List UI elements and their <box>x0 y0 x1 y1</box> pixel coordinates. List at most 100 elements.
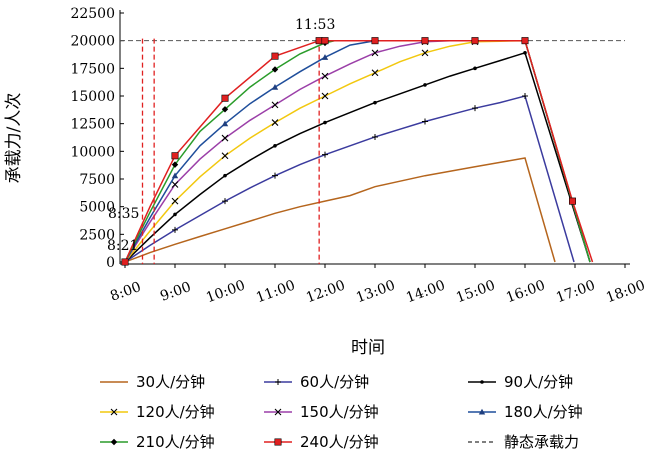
series-line <box>124 39 591 263</box>
series-1 <box>124 157 556 263</box>
x-tick-label: 9:00 <box>158 279 193 305</box>
annotation-layer: 8:21 8:35 11:53 <box>107 17 335 264</box>
legend-label: 120人/分钟 <box>136 403 215 421</box>
x-tick-label: 17:00 <box>554 277 597 306</box>
data-point <box>373 100 377 105</box>
x-tick-label: 15:00 <box>454 277 497 306</box>
legend-item: 120人/分钟 <box>100 403 215 421</box>
data-point <box>371 69 379 77</box>
series-layer <box>121 37 594 266</box>
y-tick-label: 10000 <box>70 144 115 160</box>
legend-item: 静态承载力 <box>468 433 579 451</box>
data-point <box>321 54 329 60</box>
legend-label: 90人/分钟 <box>504 373 573 391</box>
data-point <box>223 173 227 178</box>
data-point <box>568 197 576 205</box>
x-tick-label: 16:00 <box>504 277 547 306</box>
x-tick-label: 14:00 <box>404 277 447 306</box>
data-point <box>171 181 179 188</box>
data-point <box>422 118 428 125</box>
data-point <box>472 105 478 112</box>
y-tick-label: 17500 <box>70 61 115 77</box>
data-point <box>371 49 379 57</box>
data-point <box>271 83 279 90</box>
data-point <box>171 197 179 205</box>
data-point <box>222 198 228 205</box>
data-point <box>471 37 479 45</box>
data-point <box>221 152 229 160</box>
series-line <box>124 51 591 263</box>
data-point <box>523 51 527 55</box>
axes: 0 2500 5000 7500 10000 12500 15000 17500 20000 22… <box>70 6 647 306</box>
data-point <box>423 83 427 87</box>
data-point <box>273 144 277 148</box>
series-8 <box>121 37 594 266</box>
x-axis-title: 时间 <box>351 338 385 358</box>
data-point <box>421 49 429 57</box>
legend-item: 90人/分钟 <box>468 373 573 391</box>
legend-item: 150人/分钟 <box>264 403 379 421</box>
x-tick-label: 18:00 <box>604 277 647 306</box>
data-point <box>221 94 229 102</box>
x-tick-label: 11:00 <box>254 277 297 306</box>
data-point <box>271 101 279 109</box>
legend-label: 210人/分钟 <box>136 433 215 451</box>
legend: 30人/分钟 60人/分钟 90人/分钟 120人/分钟 150人/分钟 180人/分钟 2… <box>100 373 583 451</box>
data-point <box>421 37 429 45</box>
data-point <box>110 438 118 446</box>
y-tick-label: 7500 <box>79 172 115 188</box>
legend-label: 180人/分钟 <box>504 403 583 421</box>
data-point <box>322 151 328 158</box>
y-tick-label: 0 <box>106 255 115 271</box>
y-tick-label: 12500 <box>70 117 115 133</box>
y-tick-label: 5000 <box>79 200 115 216</box>
series-5 <box>121 37 591 266</box>
legend-item: 30人/分钟 <box>100 373 205 391</box>
data-point <box>221 120 229 127</box>
data-point <box>321 92 329 100</box>
legend-item: 210人/分钟 <box>100 433 215 451</box>
data-point <box>110 408 118 416</box>
data-point <box>171 161 179 168</box>
data-point <box>275 379 281 385</box>
x-tick-label: 13:00 <box>354 277 397 306</box>
legend-label: 30人/分钟 <box>136 373 205 391</box>
annotation-label: 8:35 <box>108 206 139 222</box>
data-point <box>274 438 282 446</box>
data-point <box>221 106 229 113</box>
series-6 <box>121 37 591 265</box>
data-point <box>271 66 279 73</box>
data-point <box>371 37 379 45</box>
data-point <box>372 133 378 140</box>
legend-item: 60人/分钟 <box>264 373 369 391</box>
series-line <box>124 95 575 263</box>
x-tick-label: 12:00 <box>304 277 347 306</box>
data-point <box>271 52 279 60</box>
annotation-label: 11:53 <box>295 17 335 33</box>
y-axis-title: 承载力/人次 <box>4 93 24 184</box>
data-point <box>480 380 484 384</box>
data-point <box>171 172 179 179</box>
legend-item: 180人/分钟 <box>468 403 583 421</box>
series-3 <box>123 51 591 264</box>
y-tick-label: 15000 <box>70 89 115 105</box>
data-point <box>173 212 177 217</box>
data-point <box>478 408 486 415</box>
data-point <box>321 72 329 80</box>
x-tick-label: 10:00 <box>204 277 247 306</box>
x-tick-label: 8:00 <box>108 279 143 305</box>
y-tick-label: 22500 <box>70 6 115 22</box>
data-point <box>274 408 282 416</box>
legend-label: 240人/分钟 <box>300 433 379 451</box>
data-point <box>271 119 279 126</box>
legend-label: 150人/分钟 <box>300 403 379 421</box>
data-point <box>121 258 129 266</box>
series-line <box>124 39 591 263</box>
legend-label: 60人/分钟 <box>300 373 369 391</box>
data-point <box>171 152 179 160</box>
series-4 <box>121 37 591 266</box>
data-point <box>272 172 278 179</box>
y-tick-label: 20000 <box>70 34 115 50</box>
data-point <box>473 66 477 71</box>
